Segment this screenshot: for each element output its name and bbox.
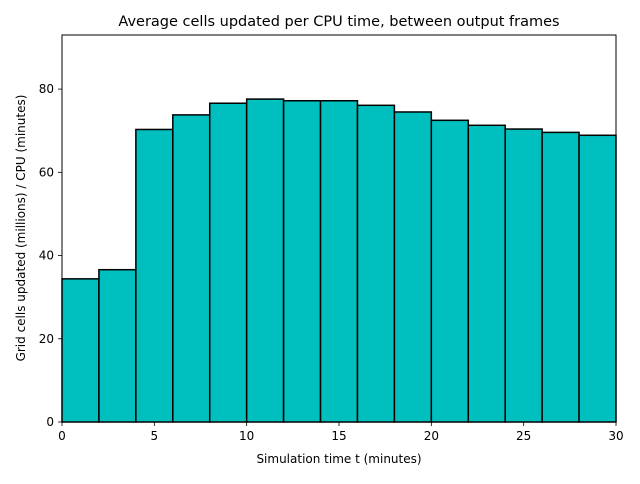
- bar-3: [172, 114, 211, 423]
- x-tick-label-5: 25: [516, 429, 531, 443]
- bar-7: [319, 99, 359, 423]
- y-axis-ticks: 0 20 40 60 80: [39, 82, 62, 429]
- bar-0: [61, 278, 100, 423]
- bar-2: [135, 128, 174, 423]
- y-tick-label-1: 20: [39, 332, 54, 346]
- bar-10: [430, 119, 470, 423]
- bar-4: [208, 102, 248, 423]
- x-tick-label-4: 20: [424, 429, 439, 443]
- bar-13: [541, 131, 580, 423]
- x-tick-label-2: 10: [239, 429, 254, 443]
- y-tick-label-0: 0: [46, 415, 54, 429]
- y-axis-label: Grid cells updated (millions) / CPU (min…: [14, 95, 28, 362]
- y-tick-label-4: 80: [39, 82, 54, 96]
- bar-11: [467, 124, 506, 423]
- x-tick-label-0: 0: [58, 429, 66, 443]
- bar-6: [282, 99, 322, 423]
- bar-8: [356, 104, 396, 423]
- bar-12: [504, 128, 543, 423]
- bar-5: [245, 98, 285, 423]
- bar-9: [393, 111, 433, 423]
- x-axis-label: Simulation time t (minutes): [256, 452, 421, 466]
- y-tick-label-3: 60: [39, 165, 54, 179]
- x-axis-ticks: 0 5 10 15 20 25 30: [58, 422, 624, 443]
- x-tick-label-3: 15: [331, 429, 346, 443]
- chart-title: Average cells updated per CPU time, betw…: [118, 14, 559, 30]
- x-tick-label-1: 5: [151, 429, 159, 443]
- y-tick-label-2: 40: [39, 249, 54, 263]
- bar-14: [578, 134, 617, 423]
- bar-1: [98, 268, 137, 423]
- x-tick-label-6: 30: [608, 429, 623, 443]
- bars-group: [61, 98, 617, 423]
